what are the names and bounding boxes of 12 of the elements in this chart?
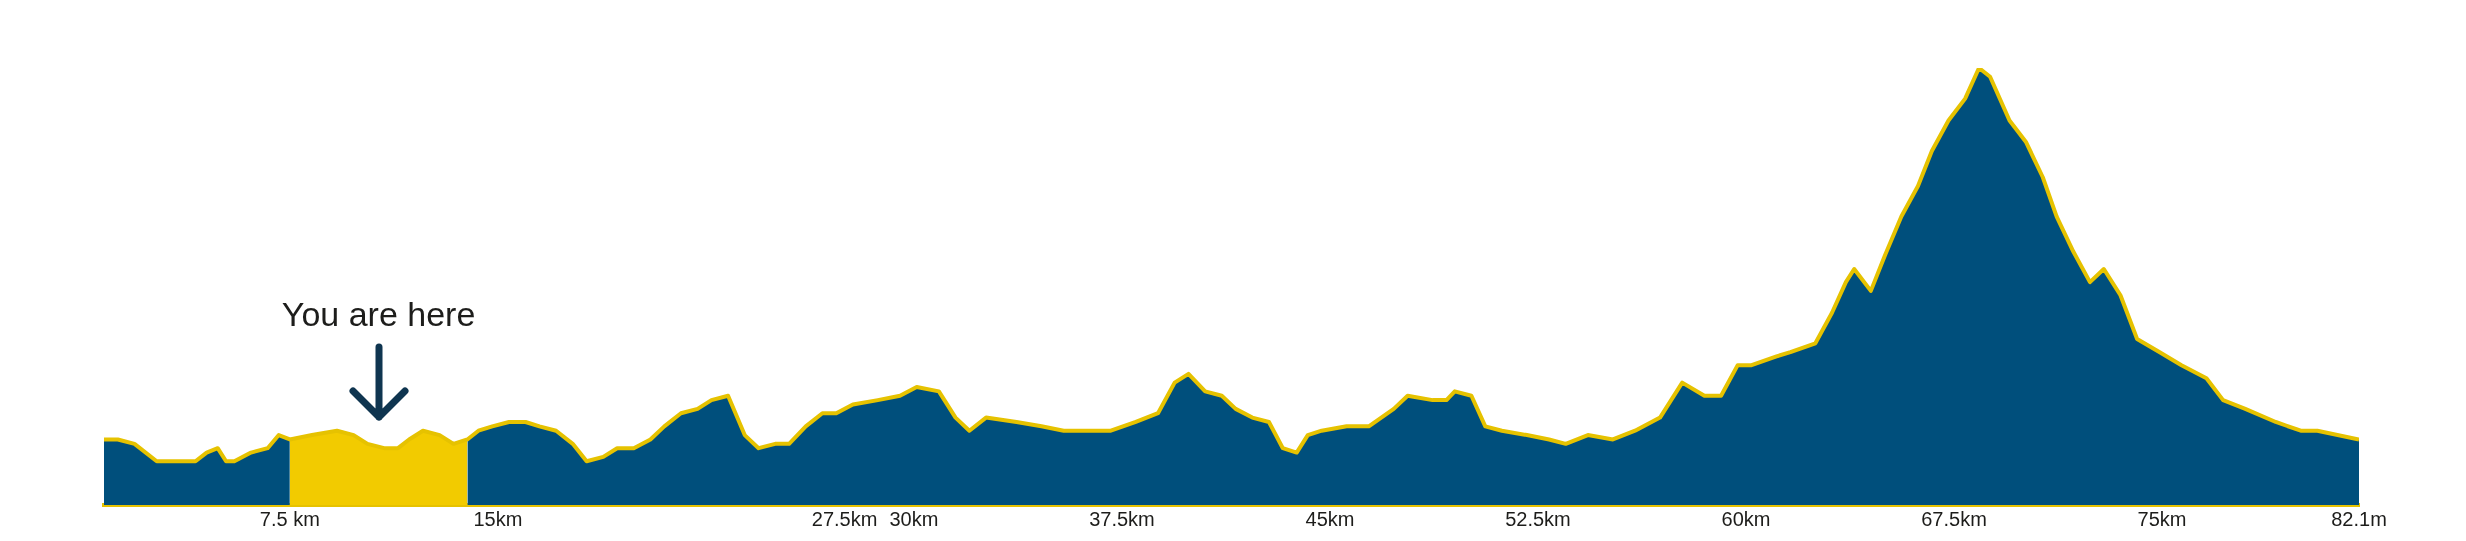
- x-tick-label: 37.5km: [1089, 507, 1155, 530]
- x-tick-label: 7.5 km: [259, 507, 320, 530]
- x-tick-label: 52.5km: [1505, 507, 1571, 530]
- x-tick-label: 60km: [1721, 507, 1771, 530]
- x-tick-label: 75km: [2137, 507, 2187, 530]
- x-tick-label: 30km: [889, 507, 939, 530]
- x-tick-label: 27.5km: [811, 507, 878, 530]
- x-tick-label: 15km: [473, 507, 523, 530]
- x-tick-label: 82.1m: [2331, 507, 2387, 530]
- annotation: You are here: [281, 294, 476, 333]
- x-tick-label: 67.5km: [1921, 507, 1987, 530]
- x-tick-label: 45km: [1305, 507, 1355, 530]
